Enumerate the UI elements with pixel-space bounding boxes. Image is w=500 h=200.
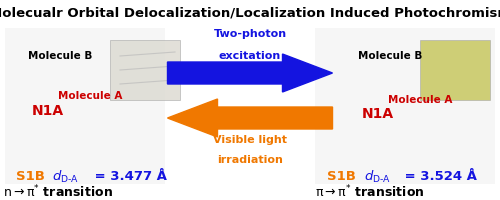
Polygon shape [168,54,332,92]
FancyBboxPatch shape [420,40,490,100]
Text: Visible light: Visible light [213,135,287,145]
Text: S1B: S1B [328,170,356,184]
Text: N1A: N1A [32,104,64,118]
Text: irradiation: irradiation [217,155,283,165]
Text: $d_{\mathrm{D\text{-}A}}$: $d_{\mathrm{D\text{-}A}}$ [52,169,80,185]
Text: = 3.477 Å: = 3.477 Å [90,170,167,184]
Text: Molecule A: Molecule A [388,95,452,105]
Text: Two-photon: Two-photon [214,29,286,39]
Text: S1B: S1B [16,170,45,184]
FancyBboxPatch shape [110,40,180,100]
FancyBboxPatch shape [5,28,165,184]
Text: Molecule A: Molecule A [58,91,122,101]
Text: Molecule B: Molecule B [28,51,92,61]
Text: $d_{\mathrm{D\text{-}A}}$: $d_{\mathrm{D\text{-}A}}$ [364,169,390,185]
Text: Molecualr Orbital Delocalization/Localization Induced Photochromism: Molecualr Orbital Delocalization/Localiz… [0,6,500,19]
Text: excitation: excitation [219,51,281,61]
FancyBboxPatch shape [315,28,495,184]
Text: N1A: N1A [362,107,394,121]
Text: $\mathrm{n{\rightarrow}\pi^{*}}$ transition: $\mathrm{n{\rightarrow}\pi^{*}}$ transit… [2,184,112,200]
Text: $\mathrm{\pi{\rightarrow}\pi^{*}}$ transition: $\mathrm{\pi{\rightarrow}\pi^{*}}$ trans… [315,184,425,200]
Text: Molecule B: Molecule B [358,51,422,61]
Text: = 3.524 Å: = 3.524 Å [400,170,477,184]
Polygon shape [168,99,332,137]
